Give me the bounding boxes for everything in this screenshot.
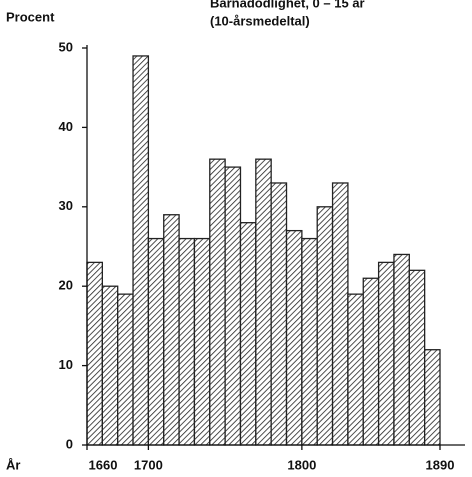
x-tick-label: 1660 bbox=[89, 457, 118, 472]
y-tick-label: 50 bbox=[59, 39, 73, 54]
bar bbox=[178, 237, 196, 446]
bar bbox=[86, 261, 103, 446]
bar bbox=[347, 293, 364, 446]
y-axis-label: Procent bbox=[6, 9, 55, 24]
bar bbox=[163, 214, 180, 446]
chart-title: Barnadödlighet, 0 – 15 år bbox=[210, 0, 365, 10]
y-tick-label: 20 bbox=[59, 278, 73, 293]
bar bbox=[316, 206, 334, 446]
bar bbox=[239, 222, 257, 446]
x-tick-label: 1800 bbox=[287, 457, 316, 472]
bar bbox=[301, 237, 318, 446]
bar bbox=[393, 253, 410, 446]
y-tick-label: 30 bbox=[59, 198, 73, 213]
y-tick-label: 40 bbox=[59, 119, 73, 134]
bar bbox=[101, 285, 119, 446]
bar bbox=[285, 229, 303, 446]
bar bbox=[132, 55, 150, 446]
chart-subtitle: (10-årsmedeltal) bbox=[210, 13, 310, 28]
bar bbox=[362, 277, 380, 446]
bar bbox=[377, 261, 395, 446]
y-tick-label: 0 bbox=[66, 436, 73, 451]
y-tick-label: 10 bbox=[59, 357, 73, 372]
bar bbox=[209, 158, 226, 446]
bar bbox=[117, 293, 134, 446]
bar bbox=[270, 182, 288, 446]
bar bbox=[331, 182, 349, 446]
bar bbox=[147, 237, 165, 446]
bar bbox=[408, 269, 426, 446]
x-tick-label: 1700 bbox=[134, 457, 163, 472]
bar bbox=[255, 158, 272, 446]
x-axis-label: År bbox=[6, 457, 20, 472]
bar bbox=[424, 349, 441, 446]
bar bbox=[224, 166, 242, 446]
bar bbox=[193, 237, 211, 446]
x-tick-label: 1890 bbox=[426, 457, 455, 472]
